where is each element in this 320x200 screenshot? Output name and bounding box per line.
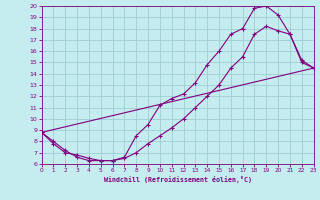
X-axis label: Windchill (Refroidissement éolien,°C): Windchill (Refroidissement éolien,°C) [104,176,252,183]
